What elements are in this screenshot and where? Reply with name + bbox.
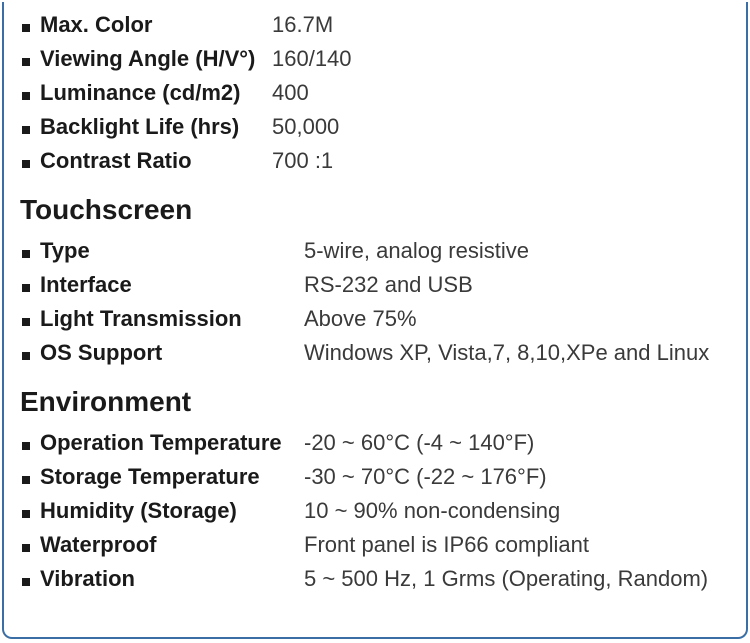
spec-row: Storage Temperature-30 ~ 70°C (-22 ~ 176…: [22, 462, 734, 492]
spec-label: Contrast Ratio: [40, 146, 272, 176]
spec-label: Max. Color: [40, 10, 272, 40]
spec-label: Viewing Angle (H/V°): [40, 44, 272, 74]
spec-label: Light Transmission: [40, 304, 304, 334]
spec-label: Waterproof: [40, 530, 304, 560]
spec-label: Vibration: [40, 564, 304, 594]
spec-row: Luminance (cd/m2)400: [22, 78, 734, 108]
spec-value: 700 :1: [272, 146, 734, 176]
spec-label: Storage Temperature: [40, 462, 304, 492]
spec-block-touchscreen: Type5-wire, analog resistiveInterfaceRS-…: [16, 236, 734, 368]
square-bullet-icon: [22, 578, 30, 586]
spec-label: Backlight Life (hrs): [40, 112, 272, 142]
square-bullet-icon: [22, 24, 30, 32]
spec-row: OS SupportWindows XP, Vista,7, 8,10,XPe …: [22, 338, 734, 368]
spec-row: Humidity (Storage)10 ~ 90% non-condensin…: [22, 496, 734, 526]
spec-label: Luminance (cd/m2): [40, 78, 272, 108]
spec-label: Humidity (Storage): [40, 496, 304, 526]
spec-row: Max. Color16.7M: [22, 10, 734, 40]
square-bullet-icon: [22, 250, 30, 258]
spec-label: Type: [40, 236, 304, 266]
square-bullet-icon: [22, 126, 30, 134]
spec-label: OS Support: [40, 338, 304, 368]
square-bullet-icon: [22, 510, 30, 518]
spec-row: Contrast Ratio700 :1: [22, 146, 734, 176]
spec-label: Interface: [40, 270, 304, 300]
square-bullet-icon: [22, 58, 30, 66]
square-bullet-icon: [22, 544, 30, 552]
square-bullet-icon: [22, 92, 30, 100]
spec-panel: Max. Color16.7MViewing Angle (H/V°)160/1…: [2, 2, 748, 639]
section-heading-environment: Environment: [20, 386, 734, 418]
square-bullet-icon: [22, 476, 30, 484]
spec-row: Operation Temperature-20 ~ 60°C (-4 ~ 14…: [22, 428, 734, 458]
square-bullet-icon: [22, 318, 30, 326]
spec-value: -30 ~ 70°C (-22 ~ 176°F): [304, 462, 734, 492]
spec-block-display: Max. Color16.7MViewing Angle (H/V°)160/1…: [16, 10, 734, 176]
spec-block-environment: Operation Temperature-20 ~ 60°C (-4 ~ 14…: [16, 428, 734, 594]
spec-value: 50,000: [272, 112, 734, 142]
spec-row: InterfaceRS-232 and USB: [22, 270, 734, 300]
spec-value: 5 ~ 500 Hz, 1 Grms (Operating, Random): [304, 564, 734, 594]
spec-row: WaterproofFront panel is IP66 compliant: [22, 530, 734, 560]
spec-value: 10 ~ 90% non-condensing: [304, 496, 734, 526]
spec-value: 160/140: [272, 44, 734, 74]
spec-value: -20 ~ 60°C (-4 ~ 140°F): [304, 428, 734, 458]
spec-label: Operation Temperature: [40, 428, 304, 458]
spec-value: Above 75%: [304, 304, 734, 334]
spec-value: Front panel is IP66 compliant: [304, 530, 734, 560]
square-bullet-icon: [22, 442, 30, 450]
spec-value: RS-232 and USB: [304, 270, 734, 300]
square-bullet-icon: [22, 284, 30, 292]
square-bullet-icon: [22, 352, 30, 360]
spec-row: Viewing Angle (H/V°)160/140: [22, 44, 734, 74]
spec-value: 400: [272, 78, 734, 108]
spec-value: 5-wire, analog resistive: [304, 236, 734, 266]
spec-row: Vibration5 ~ 500 Hz, 1 Grms (Operating, …: [22, 564, 734, 594]
spec-row: Light TransmissionAbove 75%: [22, 304, 734, 334]
section-heading-touchscreen: Touchscreen: [20, 194, 734, 226]
spec-row: Backlight Life (hrs)50,000: [22, 112, 734, 142]
spec-value: 16.7M: [272, 10, 734, 40]
spec-value: Windows XP, Vista,7, 8,10,XPe and Linux: [304, 338, 734, 368]
square-bullet-icon: [22, 160, 30, 168]
spec-row: Type5-wire, analog resistive: [22, 236, 734, 266]
